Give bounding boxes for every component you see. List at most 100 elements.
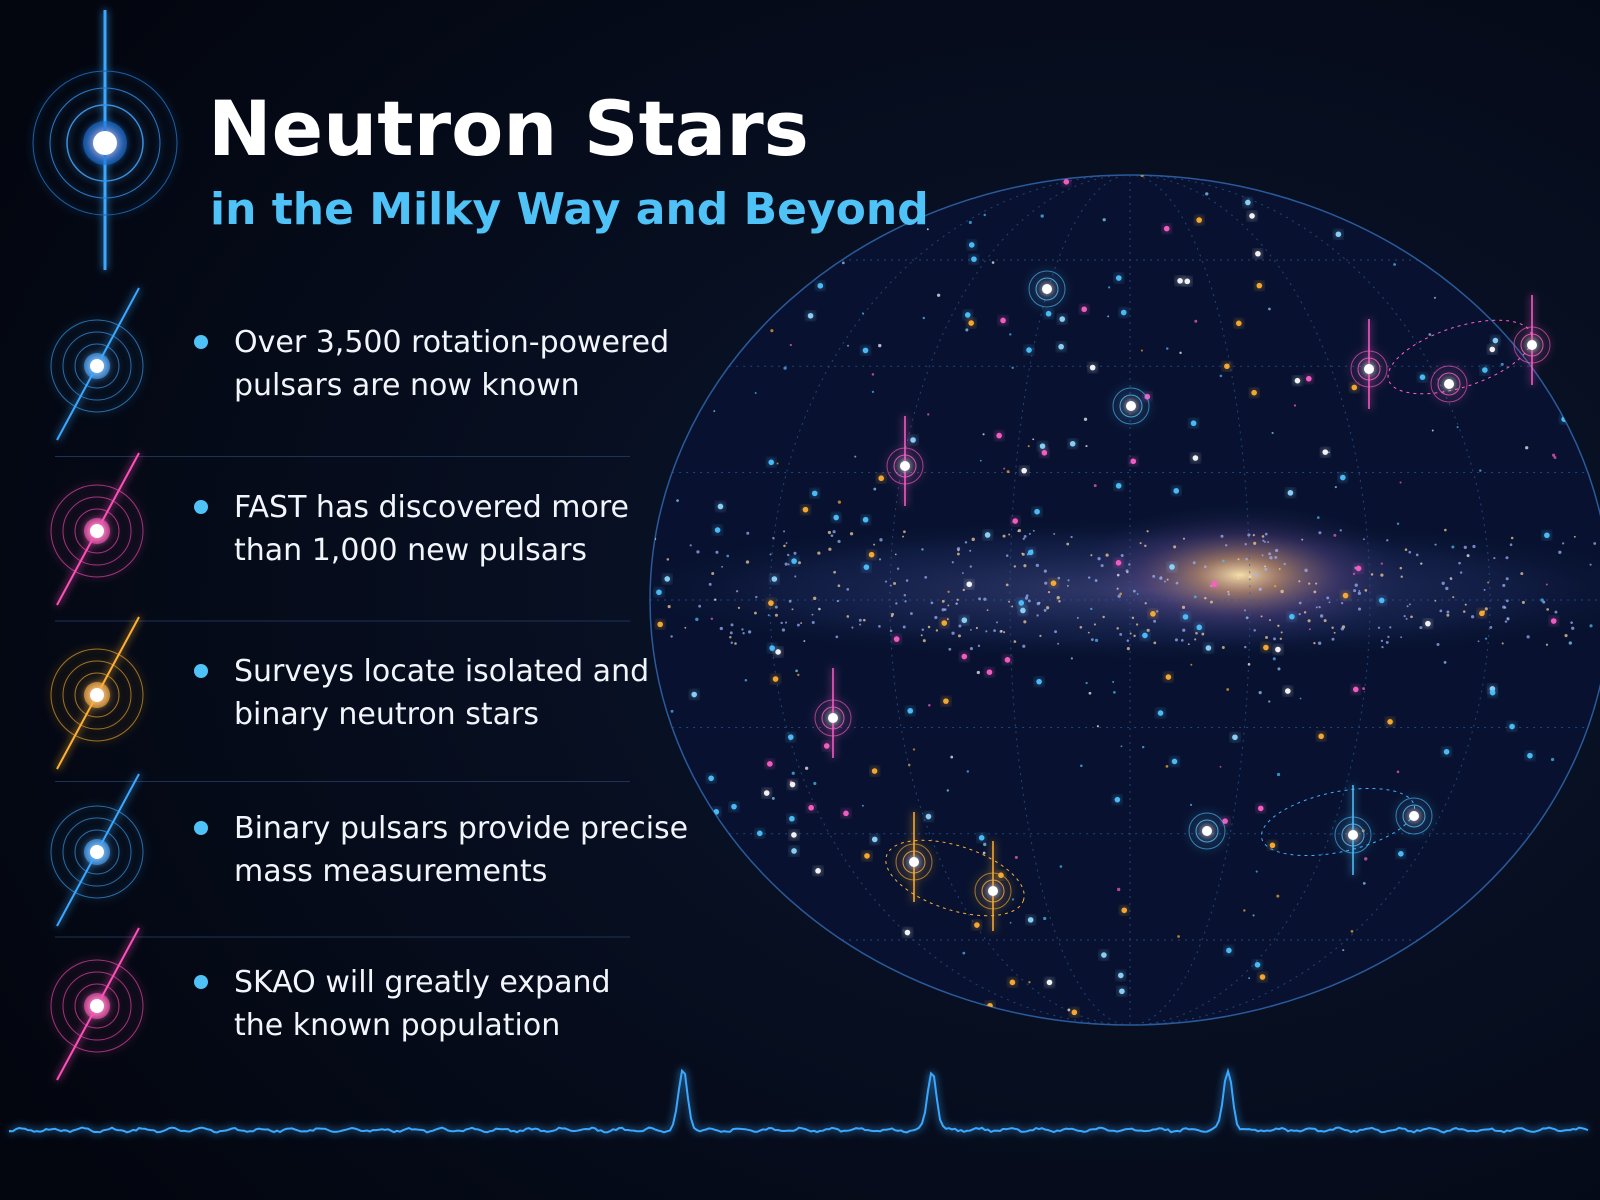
star-core: [1444, 379, 1454, 389]
ring: [49, 87, 161, 199]
star: [1190, 420, 1197, 427]
pulsar: [1188, 812, 1226, 850]
star: [1443, 748, 1450, 755]
star: [1237, 577, 1240, 580]
ring: [886, 447, 924, 485]
galaxy-core: [1070, 505, 1410, 645]
star: [924, 575, 928, 579]
star: [1067, 579, 1070, 582]
star: [1355, 565, 1362, 572]
bullet-text: pulsars are now known: [234, 368, 580, 403]
star: [1045, 310, 1052, 317]
star: [1008, 600, 1011, 603]
star: [670, 635, 673, 638]
star: [656, 589, 662, 596]
ring: [50, 805, 144, 899]
star: [1254, 961, 1261, 968]
star: [982, 433, 985, 436]
star: [843, 810, 849, 817]
ring: [1195, 819, 1219, 843]
star: [1545, 643, 1549, 646]
ring: [74, 983, 120, 1029]
star: [1564, 634, 1568, 638]
star: [1004, 657, 1011, 663]
star: [950, 755, 954, 759]
star: [1298, 601, 1302, 605]
star: [1003, 631, 1006, 634]
star: [1354, 583, 1358, 587]
star-core: [90, 359, 104, 373]
star: [862, 516, 869, 523]
star: [1182, 614, 1189, 620]
star: [744, 678, 748, 682]
star: [1589, 563, 1592, 566]
pulsar: [1112, 387, 1150, 425]
star: [1057, 642, 1060, 645]
star: [1420, 562, 1423, 565]
star: [837, 539, 841, 544]
star: [1041, 450, 1048, 456]
pulsar: [1513, 295, 1551, 385]
star: [1273, 637, 1276, 641]
ring: [62, 331, 132, 401]
star: [946, 618, 949, 621]
star: [1032, 438, 1035, 441]
star: [1130, 458, 1137, 465]
star: [1102, 218, 1106, 222]
star: [1505, 556, 1509, 560]
star: [958, 624, 962, 628]
star: [774, 605, 778, 609]
star: [1472, 544, 1476, 549]
star: [1038, 601, 1041, 605]
star: [804, 766, 809, 770]
star: [1126, 647, 1130, 651]
star: [1160, 576, 1163, 579]
star: [1226, 688, 1230, 691]
star: [719, 626, 723, 631]
star: [955, 602, 958, 605]
star: [1046, 606, 1050, 610]
star: [808, 804, 814, 811]
star: [1482, 367, 1488, 373]
star: [969, 549, 972, 552]
star: [1545, 583, 1548, 586]
star: [1132, 589, 1136, 593]
star: [1459, 571, 1463, 574]
star: [1222, 818, 1228, 824]
star: [1141, 745, 1145, 749]
star: [737, 606, 741, 609]
star: [871, 373, 875, 376]
star: [1119, 592, 1123, 596]
star: [1181, 605, 1186, 609]
star: [890, 584, 892, 587]
star: [780, 621, 783, 625]
title: Neutron Stars: [208, 84, 809, 173]
star: [1380, 562, 1383, 565]
star: [1268, 307, 1271, 311]
star: [1264, 565, 1267, 568]
star: [1303, 611, 1307, 614]
star: [1378, 597, 1385, 604]
star: [1396, 770, 1400, 774]
star: [1552, 453, 1556, 457]
star: [1400, 575, 1403, 578]
star: [729, 631, 733, 635]
star: [698, 604, 702, 608]
star: [1244, 645, 1247, 649]
star: [1227, 590, 1230, 593]
star: [1339, 529, 1342, 532]
star: [1327, 451, 1330, 454]
star: [1484, 607, 1488, 611]
star: [896, 567, 900, 570]
star-core: [93, 131, 117, 155]
star: [1274, 548, 1279, 553]
star: [797, 561, 801, 565]
globe-interior: [650, 175, 1600, 1025]
star-core: [1527, 340, 1537, 350]
star: [1393, 263, 1397, 266]
star: [1363, 538, 1365, 541]
star: [1043, 608, 1047, 612]
star: [1194, 319, 1198, 323]
star: [1351, 384, 1358, 391]
star: [1194, 638, 1197, 641]
